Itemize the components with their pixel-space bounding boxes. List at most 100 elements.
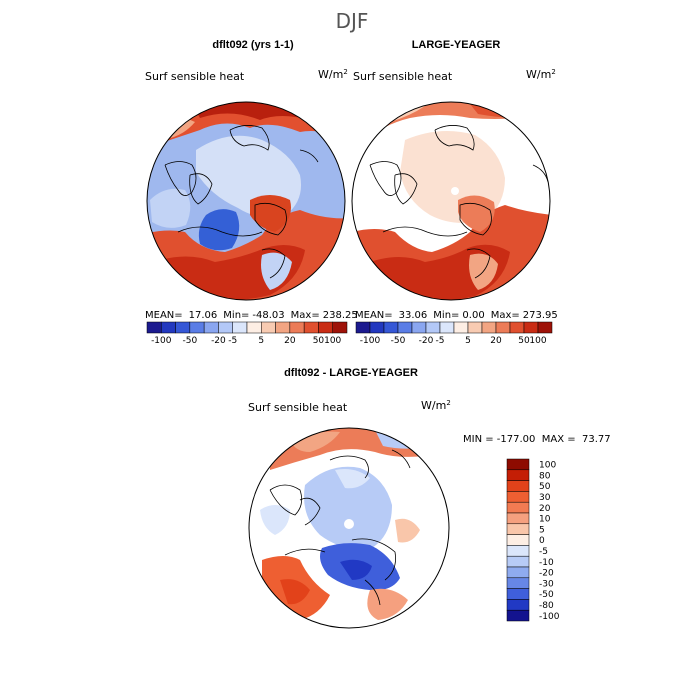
- colorbar-tick-label: -5: [436, 336, 445, 346]
- max-value: 238.25: [323, 310, 358, 321]
- colorbar-swatch: [506, 609, 530, 622]
- colorbar: -100 -50 -20 -5 5 20 50 100: [146, 321, 348, 346]
- max-value: 273.95: [523, 310, 558, 321]
- colorbar-tick-label: -30: [539, 579, 554, 589]
- colorbar-swatch: [481, 321, 497, 334]
- colorbar-swatch: [506, 566, 530, 579]
- variable-label: Surf sensible heat: [353, 70, 453, 83]
- stats-line: MEAN= 33.06 Min= 0.00 Max= 273.95: [355, 310, 558, 321]
- colorbar-tick-label: 100: [539, 461, 556, 471]
- colorbar-tick-label: 5: [258, 336, 264, 346]
- colorbar-tick-label: -100: [360, 336, 381, 346]
- mean-value: 33.06: [399, 310, 428, 321]
- variable-label: Surf sensible heat: [248, 401, 348, 414]
- colorbar-swatch: [506, 458, 530, 471]
- units-exponent: 2: [551, 68, 555, 76]
- units-exponent: 2: [343, 68, 347, 76]
- polar-map: [352, 102, 550, 300]
- stats-line: MEAN= 17.06 Min= -48.03 Max= 238.25: [145, 310, 358, 321]
- colorbar-tick-label: 20: [539, 504, 551, 514]
- min-value: -48.03: [252, 310, 284, 321]
- colorbar-swatch: [467, 321, 483, 334]
- colorbar: -100 -50 -20 -5 5 20 50 100: [355, 321, 553, 346]
- colorbar-swatch: [453, 321, 469, 334]
- colorbar-tick-label: 80: [539, 471, 551, 481]
- panel-title: dflt092 (yrs 1-1): [212, 39, 294, 51]
- min-value: 0.00: [462, 310, 484, 321]
- colorbar-swatch: [232, 321, 248, 334]
- max-label: Max=: [291, 310, 320, 321]
- colorbar-swatch: [506, 577, 530, 589]
- colorbar-swatch: [506, 599, 530, 611]
- colorbar-swatch: [332, 321, 348, 334]
- colorbar-tick-label: -100: [151, 336, 172, 346]
- colorbar-tick-label: 10: [539, 515, 551, 525]
- colorbar-tick-label: -20: [539, 569, 554, 579]
- colorbar-tick-label: -5: [539, 547, 548, 557]
- colorbar-swatch: [506, 469, 530, 481]
- colorbar-swatch: [261, 321, 276, 334]
- units-label: W/m2: [526, 68, 556, 81]
- colorbar-tick-label: -20: [419, 336, 434, 346]
- colorbar-swatch: [506, 534, 530, 546]
- colorbar-swatch: [411, 321, 427, 334]
- colorbar-tick-label: 50: [539, 482, 551, 492]
- colorbar-swatch: [397, 321, 413, 334]
- map-boundary: [351, 101, 551, 301]
- colorbar-swatch: [506, 501, 530, 514]
- panel-title: LARGE-YEAGER: [412, 39, 501, 51]
- colorbar-swatch: [523, 321, 539, 334]
- polar-map: [147, 102, 345, 300]
- units-base: W/m: [318, 68, 343, 81]
- colorbar-swatch: [537, 321, 553, 334]
- min-label: Min=: [433, 310, 459, 321]
- panel-reference: LARGE-YEAGER Surf sensible heat W/m2: [351, 39, 558, 346]
- colorbar-tick-label: 0: [539, 536, 545, 546]
- colorbar-swatch: [506, 555, 530, 568]
- units-label: W/m2: [421, 399, 451, 412]
- colorbar-tick-label: -80: [539, 601, 554, 611]
- min-label: Min=: [223, 310, 249, 321]
- mean-value: 17.06: [189, 310, 218, 321]
- colorbar-tick-label: 5: [539, 525, 545, 535]
- colorbar-swatch: [218, 321, 233, 334]
- colorbar-tick-label: -10: [539, 558, 554, 568]
- colorbar-swatch: [495, 321, 511, 334]
- colorbar-swatch: [203, 321, 219, 334]
- colorbar-swatch: [175, 321, 191, 334]
- colorbar-tick-label: -5: [228, 336, 237, 346]
- colorbar-tick-label: -50: [391, 336, 406, 346]
- units-base: W/m: [526, 68, 551, 81]
- units-exponent: 2: [446, 399, 450, 407]
- colorbar-swatch: [146, 321, 162, 334]
- max-label: Max=: [491, 310, 520, 321]
- colorbar-tick-label: 100: [529, 336, 546, 346]
- colorbar-swatch: [509, 321, 525, 334]
- colorbar-tick-label: 100: [324, 336, 341, 346]
- colorbar-swatch: [303, 321, 319, 334]
- panel-difference: dflt092 - LARGE-YEAGER Surf sensible hea…: [248, 367, 611, 629]
- colorbar-swatch: [246, 321, 262, 334]
- colorbar-swatch: [189, 321, 205, 334]
- colorbar-swatch: [506, 545, 530, 557]
- colorbar-tick-label: -50: [539, 590, 554, 600]
- colorbar-swatch: [318, 321, 333, 334]
- colorbar-swatch: [275, 321, 291, 334]
- colorbar-swatch: [506, 491, 530, 503]
- colorbar-tick-label: -100: [539, 612, 560, 622]
- colorbar-swatch: [289, 321, 305, 334]
- colorbar-tick-label: 50: [313, 336, 325, 346]
- colorbar-tick-label: 20: [284, 336, 296, 346]
- map-boundary: [146, 101, 346, 301]
- colorbar-tick-label: 5: [465, 336, 471, 346]
- units-label: W/m2: [318, 68, 348, 81]
- min-max-label: MIN = -177.00 MAX = 73.77: [463, 434, 611, 445]
- colorbar-swatch: [506, 480, 530, 492]
- units-base: W/m: [421, 399, 446, 412]
- colorbar-tick-label: 30: [539, 493, 551, 503]
- colorbar-swatch: [355, 321, 371, 334]
- colorbar-tick-label: -20: [211, 336, 226, 346]
- colorbar-swatch: [506, 523, 530, 535]
